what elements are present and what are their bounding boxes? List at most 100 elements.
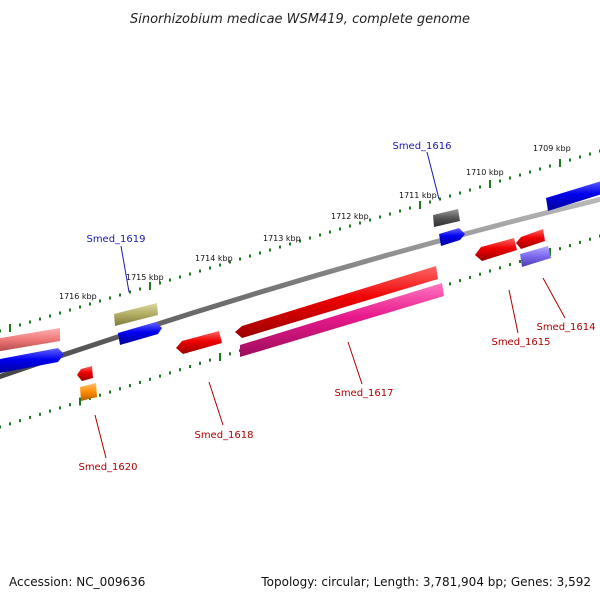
kbp-minor-tick [59, 406, 61, 410]
kbp-minor-tick [239, 257, 241, 261]
gene-feature-smed-1617-pink [240, 283, 444, 357]
kbp-minor-tick [209, 266, 211, 270]
kbp-label-1713: 1713 kbp [263, 234, 301, 243]
kbp-minor-tick [229, 260, 231, 264]
kbp-minor-tick [19, 419, 21, 423]
leader-line-smed-1615 [508, 289, 519, 334]
leader-line-smed-1614 [542, 277, 566, 319]
kbp-minor-tick [39, 412, 41, 416]
gene-label-smed-1615: Smed_1615 [491, 337, 550, 348]
kbp-minor-tick [309, 236, 311, 240]
gene-feature-smed-1617-red [235, 266, 438, 338]
gene-feature-smed-1615 [475, 238, 517, 261]
kbp-minor-tick [149, 377, 151, 381]
kbp-minor-tick [519, 173, 521, 177]
kbp-minor-tick [129, 384, 131, 388]
kbp-minor-tick [119, 293, 121, 297]
kbp-minor-tick [409, 206, 411, 210]
kbp-minor-tick [569, 158, 571, 162]
kbp-minor-tick [189, 365, 191, 368]
gene-label-smed-1620: Smed_1620 [78, 462, 137, 473]
kbp-minor-tick [59, 311, 61, 315]
kbp-minor-tick [509, 263, 511, 267]
kbp-minor-tick [549, 164, 551, 168]
kbp-minor-tick [79, 305, 81, 309]
kbp-minor-tick [209, 358, 211, 362]
kbp-minor-tick [289, 242, 291, 246]
accession-text: Accession: NC_009636 [9, 575, 145, 589]
kbp-minor-tick [439, 197, 441, 201]
kbp-minor-tick [179, 275, 181, 279]
kbp-minor-tick [329, 230, 331, 234]
kbp-minor-tick [359, 221, 361, 225]
kbp-minor-tick [459, 279, 461, 283]
kbp-minor-tick [569, 244, 571, 248]
kbp-minor-tick [249, 254, 251, 258]
gene-label-smed-1616: Smed_1616 [392, 141, 451, 152]
kbp-minor-tick [69, 403, 71, 407]
kbp-minor-tick [299, 239, 301, 243]
kbp-minor-tick [179, 368, 181, 372]
kbp-minor-tick [109, 296, 111, 300]
kbp-minor-tick [199, 269, 201, 273]
kbp-minor-tick [429, 200, 431, 204]
kbp-minor-tick [279, 245, 281, 249]
kbp-minor-tick [459, 191, 461, 195]
gene-feature-gray [433, 209, 460, 227]
kbp-minor-tick [189, 272, 191, 276]
gene-feature-blue-right [546, 181, 600, 211]
kbp-minor-tick [479, 272, 481, 276]
kbp-minor-tick [159, 281, 161, 285]
kbp-minor-tick [169, 371, 171, 375]
kbp-minor-tick [339, 227, 341, 231]
kbp-minor-tick [369, 218, 371, 222]
gene-feature-smed-1614-lav [520, 246, 551, 267]
kbp-minor-tick [0, 425, 1, 429]
kbp-major-tick [549, 247, 551, 256]
kbp-minor-tick [49, 314, 51, 318]
kbp-minor-tick [39, 317, 41, 321]
gene-label-smed-1614: Smed_1614 [536, 322, 595, 333]
kbp-minor-tick [349, 224, 351, 228]
kbp-minor-tick [449, 282, 451, 286]
kbp-major-tick [419, 201, 421, 209]
kbp-minor-tick [29, 320, 31, 324]
kbp-minor-tick [0, 329, 1, 333]
kbp-minor-tick [9, 422, 11, 426]
gene-feature-salmon [0, 328, 60, 352]
kbp-minor-tick [129, 290, 131, 294]
kbp-minor-tick [519, 260, 521, 263]
gene-feature-blue-left [0, 348, 64, 374]
kbp-minor-tick [449, 194, 451, 198]
kbp-minor-tick [69, 308, 71, 312]
gene-label-smed-1617: Smed_1617 [334, 388, 393, 399]
kbp-minor-tick [229, 352, 231, 356]
kbp-minor-tick [19, 323, 21, 327]
gene-feature-blue-mid [118, 322, 162, 345]
kbp-minor-tick [199, 361, 201, 365]
kbp-minor-tick [159, 374, 161, 378]
kbp-minor-tick [579, 155, 581, 159]
kbp-minor-tick [589, 237, 591, 241]
kbp-minor-tick [109, 390, 111, 394]
kbp-label-1714: 1714 kbp [195, 254, 233, 263]
gene-feature-smed-1618 [176, 331, 222, 354]
gene-label-smed-1619: Smed_1619 [86, 234, 145, 245]
kbp-minor-tick [319, 233, 321, 237]
kbp-minor-tick [219, 263, 221, 267]
kbp-major-tick [149, 282, 151, 290]
kbp-minor-tick [29, 415, 31, 419]
kbp-minor-tick [469, 275, 471, 279]
kbp-minor-tick [139, 287, 141, 291]
kbp-minor-tick [509, 176, 511, 180]
kbp-minor-tick [389, 212, 391, 216]
kbp-minor-tick [499, 179, 501, 183]
kbp-minor-tick [379, 215, 381, 219]
kbp-minor-tick [259, 251, 261, 255]
kbp-label-1711: 1711 kbp [399, 191, 437, 200]
kbp-major-tick [9, 324, 11, 332]
kbp-minor-tick [589, 152, 591, 156]
kbp-label-1710: 1710 kbp [466, 168, 504, 177]
kbp-label-1715: 1715 kbp [126, 273, 164, 282]
